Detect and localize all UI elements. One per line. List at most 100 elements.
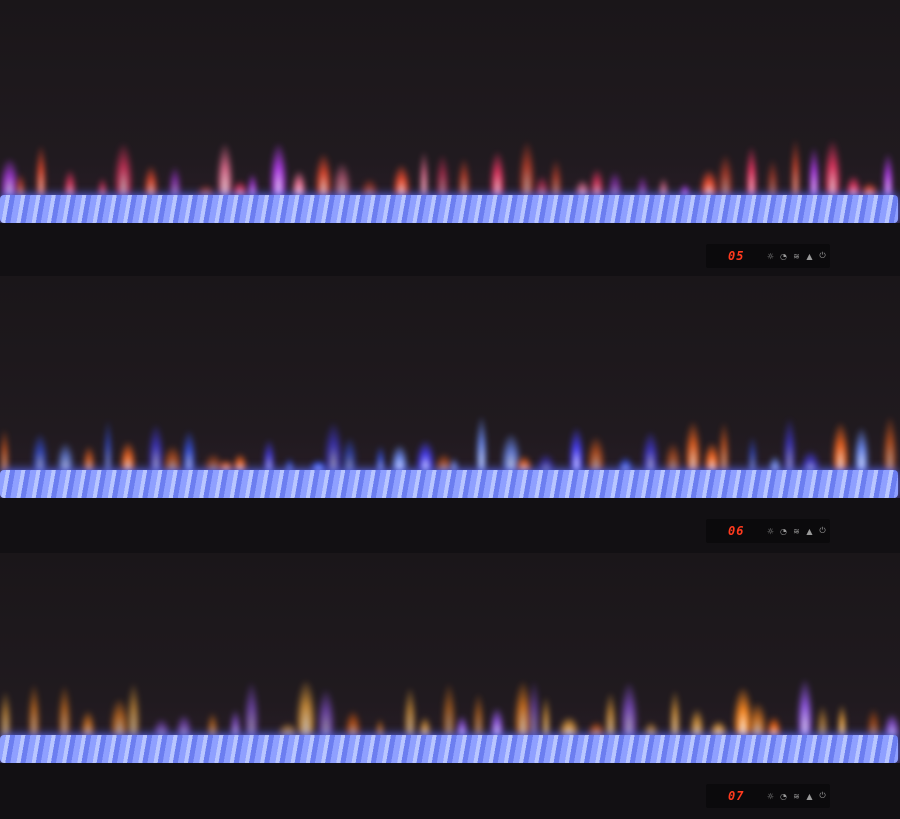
flame [832, 423, 850, 472]
brightness-icon[interactable]: ☼ [766, 251, 775, 261]
flame [710, 720, 728, 737]
flame [767, 159, 779, 197]
flame [332, 162, 351, 197]
power-icon[interactable]: ⏻ [819, 526, 826, 535]
heat-icon[interactable]: ≋ [793, 791, 800, 801]
flame [81, 711, 95, 737]
flame [230, 709, 242, 737]
flame [883, 714, 900, 737]
crystal-ember-bed [0, 735, 898, 763]
flame [618, 456, 634, 472]
control-panel: 06 ☼ ◔ ≋ ▲ ⏻ [706, 519, 830, 543]
crystal-ember-bed [0, 470, 898, 498]
flame [457, 158, 471, 197]
brightness-icon[interactable]: ☼ [766, 526, 775, 536]
flame [58, 685, 72, 737]
flame [704, 442, 721, 472]
flame [516, 456, 533, 472]
heat-icon[interactable]: ≋ [793, 251, 800, 261]
flame [620, 682, 638, 737]
flame [590, 169, 604, 197]
fireplace-panel-1: 05 ☼ ◔ ≋ ▲ ⏻ [0, 0, 900, 276]
flame [217, 143, 233, 197]
flame [588, 722, 606, 737]
flame [490, 152, 505, 197]
flame [176, 714, 193, 737]
flame [816, 706, 829, 737]
flame [586, 437, 605, 472]
flame [782, 419, 797, 472]
display-readout: 07 [728, 789, 745, 803]
display-readout: 06 [728, 524, 745, 538]
flame [791, 140, 800, 197]
timer-icon[interactable]: ◔ [780, 791, 787, 801]
flame [450, 457, 459, 472]
power-icon[interactable]: ⏻ [819, 251, 826, 260]
flame [113, 143, 133, 197]
flame [0, 159, 19, 197]
flame [345, 710, 362, 737]
flame [110, 699, 130, 737]
brightness-icon[interactable]: ☼ [766, 791, 775, 801]
flame [0, 430, 9, 472]
flame-icon[interactable]: ▲ [806, 526, 813, 536]
display-readout: 05 [728, 249, 745, 263]
flame [435, 453, 454, 472]
flame [441, 683, 456, 737]
flame [513, 682, 533, 737]
flame [700, 170, 719, 197]
flame-icon[interactable]: ▲ [806, 251, 813, 261]
power-icon[interactable]: ⏻ [819, 791, 826, 800]
flame [317, 690, 335, 737]
timer-icon[interactable]: ◔ [780, 251, 787, 261]
flame [32, 434, 49, 472]
flame [231, 180, 249, 197]
flame [247, 174, 258, 197]
flame [436, 155, 450, 197]
flame [162, 445, 183, 472]
fireplace-panel-3: 07 ☼ ◔ ≋ ▲ ⏻ [0, 553, 900, 819]
flames [0, 625, 900, 745]
flame [768, 456, 781, 472]
flame [733, 687, 754, 737]
timer-icon[interactable]: ◔ [780, 526, 787, 536]
flame [569, 428, 585, 472]
flame [800, 451, 821, 472]
flame [558, 717, 579, 737]
crystal-ember-bed [0, 195, 898, 223]
flame [16, 173, 26, 197]
flame [392, 165, 411, 197]
flame [748, 703, 767, 737]
flame [542, 697, 551, 737]
flame [476, 417, 488, 472]
flame [664, 442, 681, 472]
flame [36, 145, 46, 197]
flame [82, 445, 96, 472]
flame [604, 692, 616, 737]
flame [536, 453, 555, 472]
flame [0, 691, 11, 737]
flame [342, 438, 357, 472]
flame [534, 176, 550, 197]
flame [685, 422, 701, 472]
flame [126, 684, 140, 737]
flame [644, 721, 659, 737]
flame [501, 434, 521, 472]
flame [456, 716, 469, 737]
flame-icon[interactable]: ▲ [806, 791, 813, 801]
flame [244, 683, 260, 737]
flame [846, 175, 861, 197]
control-panel: 05 ☼ ◔ ≋ ▲ ⏻ [706, 244, 830, 268]
flame [416, 440, 435, 472]
flame [206, 713, 218, 737]
flame [263, 439, 276, 472]
flame [295, 681, 316, 737]
flame [196, 184, 215, 197]
flame [375, 446, 385, 472]
fireplace-panel-2: 06 ☼ ◔ ≋ ▲ ⏻ [0, 276, 900, 553]
flame [549, 160, 562, 197]
heat-icon[interactable]: ≋ [793, 526, 800, 536]
flame [97, 178, 107, 197]
flame [527, 681, 540, 737]
flame [575, 180, 591, 197]
